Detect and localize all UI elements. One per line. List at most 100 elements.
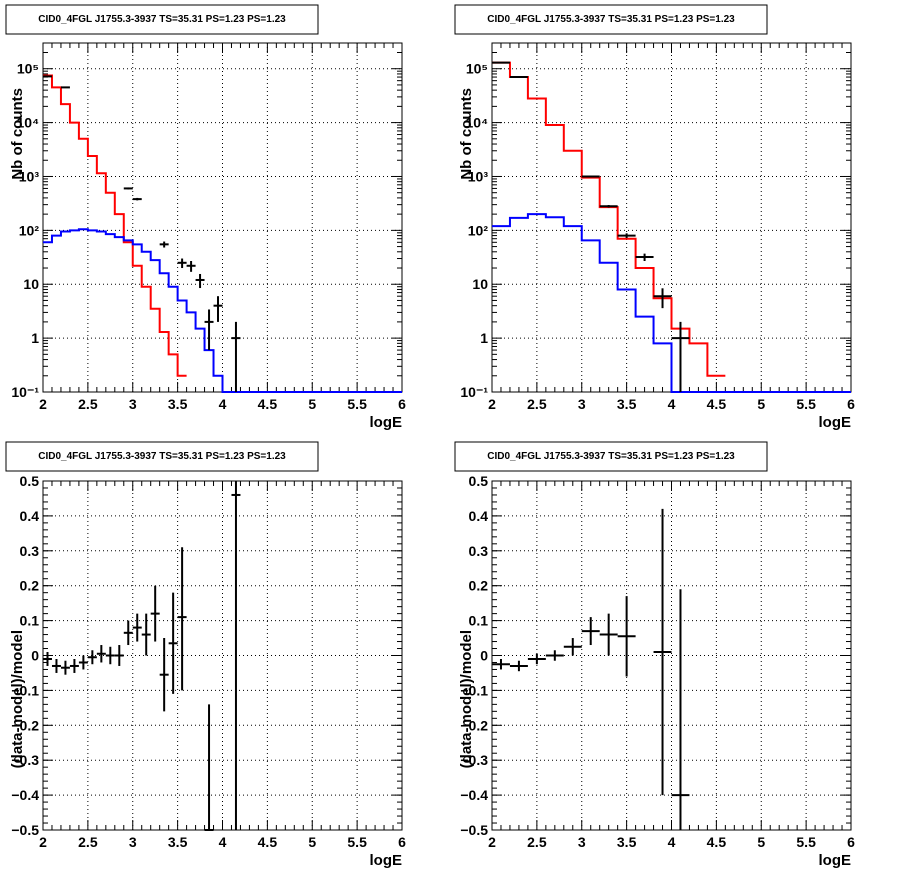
y-tick-label: 1 xyxy=(480,330,488,346)
x-tick-label: 4.5 xyxy=(707,396,727,412)
y-tick-label: 10² xyxy=(19,222,40,238)
y-tick-label: 10⁻¹ xyxy=(460,384,488,400)
model-total-histogram xyxy=(43,74,187,377)
data-point xyxy=(195,273,205,289)
x-axis-title: logE xyxy=(819,852,852,869)
chart-title: CID0_4FGL J1755.3-3937 TS=35.31 PS=1.23 … xyxy=(38,14,286,25)
x-tick-label: 3.5 xyxy=(617,834,637,850)
y-axis-title: (data-model)/model xyxy=(9,630,26,768)
title-box xyxy=(454,4,768,35)
x-tick-label: 6 xyxy=(847,834,855,850)
x-tick-label: 6 xyxy=(847,396,855,412)
data-point xyxy=(87,650,97,665)
x-tick-label: 3.5 xyxy=(617,396,637,412)
x-tick-label: 2 xyxy=(488,396,496,412)
y-tick-label: 0.1 xyxy=(20,613,40,629)
chart-title: CID0_4FGL J1755.3-3937 TS=35.31 PS=1.23 … xyxy=(487,451,735,462)
y-tick-label: 0.4 xyxy=(20,508,40,524)
data-point xyxy=(653,508,672,796)
y-tick-label: 0.1 xyxy=(469,613,489,629)
y-tick-label: −0.4 xyxy=(11,787,39,803)
y-tick-label: 0.5 xyxy=(469,473,489,489)
data-point xyxy=(186,260,196,272)
data-point xyxy=(105,646,115,665)
data-point xyxy=(43,652,52,666)
y-axis-title: (data-model)/model xyxy=(458,630,475,768)
x-tick-label: 3 xyxy=(129,834,137,850)
x-tick-label: 5.5 xyxy=(347,834,367,850)
x-tick-label: 4.5 xyxy=(707,834,727,850)
y-axis-title: Nb of counts xyxy=(9,88,26,180)
y-tick-label: 10² xyxy=(468,222,489,238)
data-point xyxy=(204,704,214,831)
data-point xyxy=(132,613,142,642)
x-tick-label: 4 xyxy=(219,834,227,850)
data-point xyxy=(231,481,241,830)
y-tick-label: 10³ xyxy=(19,168,40,184)
data-point xyxy=(123,620,133,646)
plot-frame xyxy=(42,480,403,831)
x-tick-label: 3 xyxy=(578,396,586,412)
title-box xyxy=(5,4,319,35)
x-tick-label: 2.5 xyxy=(78,396,98,412)
x-tick-label: 3 xyxy=(129,396,137,412)
x-tick-label: 3 xyxy=(578,834,586,850)
y-tick-label: 1 xyxy=(31,330,39,346)
x-tick-label: 2 xyxy=(39,834,47,850)
chart-panel-3: 2 2.5 3 3.5 4 4.5 5 5.5 6 −0.5 −0.4 −0.3 −0.2 −0.1 0 0.… xyxy=(5,441,406,869)
x-tick-label: 6 xyxy=(398,396,406,412)
x-tick-label: 4 xyxy=(219,396,227,412)
y-tick-label: 0 xyxy=(31,648,39,664)
x-tick-label: 5 xyxy=(308,396,316,412)
y-tick-label: −0.3 xyxy=(11,752,39,768)
chart-panel-1: 2 2.5 3 3.5 4 4.5 5 5.5 6 10⁻¹ 1 10 10² 10³ 10⁴ 10⁵ logE… xyxy=(5,4,406,431)
data-point xyxy=(159,241,169,248)
x-tick-label: 5 xyxy=(308,834,316,850)
x-tick-label: 2.5 xyxy=(527,396,547,412)
data-point xyxy=(563,638,582,656)
data-point xyxy=(141,613,151,656)
y-tick-label: −0.2 xyxy=(460,717,488,733)
data-point xyxy=(96,645,106,663)
data-point xyxy=(150,585,160,642)
data-point xyxy=(159,638,169,712)
x-tick-label: 3.5 xyxy=(168,396,188,412)
y-tick-label: 10⁵ xyxy=(17,61,39,77)
y-tick-label: 0.3 xyxy=(20,543,40,559)
data-point xyxy=(78,655,88,670)
y-tick-label: 0.5 xyxy=(20,473,40,489)
data-point xyxy=(51,658,61,673)
data-point xyxy=(599,205,618,208)
x-axis-title: logE xyxy=(370,852,403,869)
y-tick-label: 10 xyxy=(472,276,488,292)
data-point xyxy=(492,658,510,670)
x-tick-label: 2.5 xyxy=(78,834,98,850)
data-point xyxy=(581,617,600,646)
data-point xyxy=(581,175,600,178)
data-point xyxy=(123,187,133,190)
data-point xyxy=(114,645,124,666)
x-axis-title: logE xyxy=(370,414,403,431)
data-point xyxy=(545,650,564,661)
data-point xyxy=(60,660,70,675)
model-source-histogram xyxy=(492,213,851,393)
x-tick-label: 5.5 xyxy=(796,396,816,412)
x-tick-label: 5.5 xyxy=(347,396,367,412)
y-tick-label: 0 xyxy=(480,648,488,664)
y-axis-title: Nb of counts xyxy=(458,88,475,180)
y-tick-label: 0.2 xyxy=(20,578,40,594)
data-point xyxy=(177,258,187,269)
x-tick-label: 6 xyxy=(398,834,406,850)
data-point xyxy=(69,658,79,673)
data-point xyxy=(653,288,672,309)
x-tick-label: 5 xyxy=(757,396,765,412)
x-tick-label: 2 xyxy=(488,834,496,850)
data-point xyxy=(177,547,187,691)
y-tick-label: −0.1 xyxy=(11,682,39,698)
data-point xyxy=(204,309,214,351)
y-tick-label: −0.5 xyxy=(11,822,39,838)
y-tick-label: −0.5 xyxy=(460,822,488,838)
x-tick-label: 5 xyxy=(757,834,765,850)
chart-panel-2: 2 2.5 3 3.5 4 4.5 5 5.5 6 10⁻¹ 1 10 10² 10³ 10⁴ 10⁵ logE… xyxy=(454,4,855,431)
y-tick-label: −0.2 xyxy=(11,717,39,733)
